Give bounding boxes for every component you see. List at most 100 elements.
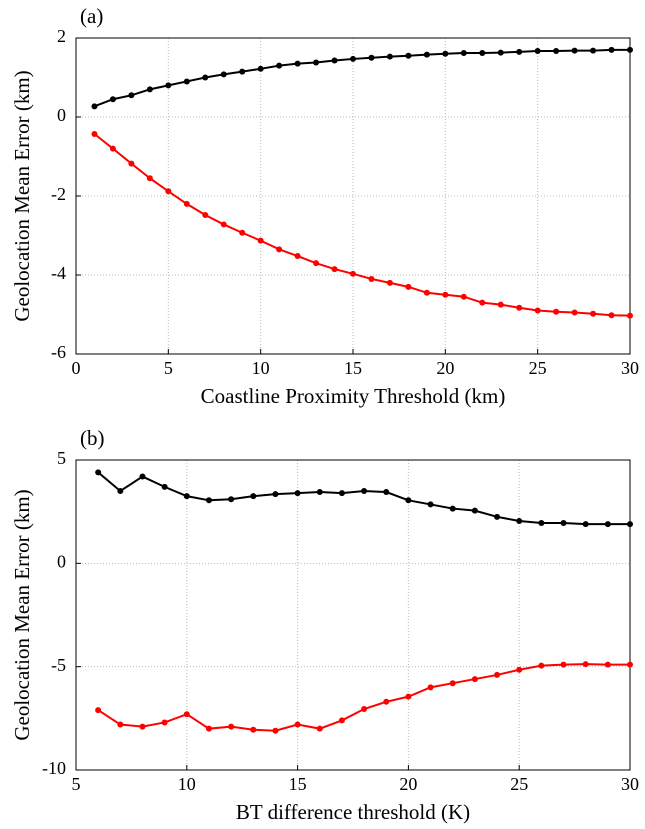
- x-axis-label: Coastline Proximity Threshold (km): [201, 384, 506, 408]
- data-point: [534, 307, 541, 314]
- data-point: [95, 469, 102, 476]
- data-point: [128, 92, 135, 99]
- data-point: [331, 266, 338, 273]
- data-point: [128, 160, 135, 167]
- data-point: [95, 707, 102, 714]
- data-point: [361, 488, 368, 494]
- data-point: [316, 725, 323, 732]
- data-point: [368, 275, 375, 282]
- y-tick-label: 0: [57, 551, 66, 571]
- x-tick-label: 5: [164, 358, 173, 378]
- data-point: [202, 211, 209, 218]
- data-point: [590, 310, 597, 317]
- panel-label: (b): [80, 426, 105, 450]
- x-tick-label: 15: [344, 358, 362, 378]
- data-point: [276, 246, 283, 253]
- y-tick-label: 0: [57, 105, 66, 125]
- data-point: [627, 46, 633, 53]
- y-tick-label: -4: [51, 263, 66, 283]
- y-tick-label: 2: [57, 26, 66, 46]
- data-point: [257, 237, 264, 244]
- data-point: [627, 661, 633, 668]
- data-point: [368, 54, 375, 61]
- data-point: [183, 493, 190, 500]
- data-point: [276, 62, 283, 69]
- x-tick-label: 30: [621, 358, 639, 378]
- data-point: [427, 684, 434, 691]
- data-point: [471, 676, 478, 683]
- data-point: [604, 521, 611, 528]
- data-point: [604, 661, 611, 668]
- data-point: [109, 145, 116, 152]
- y-axis-label: Geolocation Mean Error (km): [10, 70, 34, 321]
- data-point: [479, 299, 486, 306]
- data-point: [91, 130, 98, 137]
- data-point: [497, 301, 504, 308]
- data-point: [383, 489, 390, 496]
- data-point: [449, 680, 456, 687]
- y-tick-label: -6: [51, 342, 66, 362]
- x-tick-label: 25: [529, 358, 547, 378]
- data-point: [386, 279, 393, 286]
- data-point: [350, 55, 356, 62]
- data-point: [183, 711, 190, 718]
- data-point: [405, 52, 412, 59]
- data-point: [228, 496, 235, 503]
- data-point: [313, 260, 320, 267]
- data-point: [590, 47, 597, 54]
- data-point: [442, 291, 449, 298]
- data-point: [183, 200, 190, 207]
- x-tick-label: 20: [399, 774, 417, 794]
- data-point: [272, 727, 279, 734]
- data-point: [239, 68, 246, 75]
- data-point: [627, 521, 633, 528]
- data-point: [239, 229, 246, 236]
- data-point: [109, 96, 116, 103]
- x-tick-label: 20: [436, 358, 454, 378]
- data-point: [627, 312, 633, 319]
- data-point: [228, 723, 235, 730]
- data-point: [494, 513, 501, 520]
- data-point: [183, 78, 190, 85]
- data-point: [338, 490, 345, 497]
- data-point: [516, 304, 523, 311]
- series-line: [93, 133, 631, 317]
- data-point: [553, 308, 560, 315]
- y-tick-label: 5: [57, 448, 66, 468]
- data-point: [534, 48, 541, 55]
- y-tick-label: -5: [51, 655, 66, 675]
- series-line: [97, 663, 630, 732]
- data-point: [405, 283, 412, 290]
- data-point: [471, 507, 478, 514]
- data-point: [442, 50, 449, 57]
- data-point: [139, 473, 146, 480]
- data-point: [220, 221, 227, 228]
- data-point: [497, 49, 504, 56]
- data-point: [250, 493, 257, 500]
- data-point: [571, 47, 578, 54]
- series-line: [97, 471, 630, 526]
- data-point: [571, 309, 578, 316]
- data-point: [423, 51, 430, 58]
- data-point: [449, 505, 456, 512]
- data-point: [316, 489, 323, 496]
- data-point: [383, 698, 390, 705]
- data-point: [538, 520, 545, 527]
- data-point: [479, 50, 486, 57]
- data-point: [582, 521, 589, 528]
- data-point: [516, 517, 523, 524]
- x-tick-label: 10: [178, 774, 196, 794]
- y-axis-label: Geolocation Mean Error (km): [10, 489, 34, 740]
- data-point: [146, 175, 153, 182]
- data-point: [427, 501, 434, 508]
- x-tick-label: 25: [510, 774, 528, 794]
- data-point: [553, 48, 560, 55]
- data-point: [331, 57, 338, 64]
- data-point: [146, 86, 153, 93]
- panel-label: (a): [80, 4, 103, 28]
- data-point: [294, 721, 301, 728]
- series-line: [94, 48, 630, 108]
- plot-frame: [75, 459, 631, 771]
- data-point: [272, 491, 279, 498]
- data-point: [460, 293, 467, 300]
